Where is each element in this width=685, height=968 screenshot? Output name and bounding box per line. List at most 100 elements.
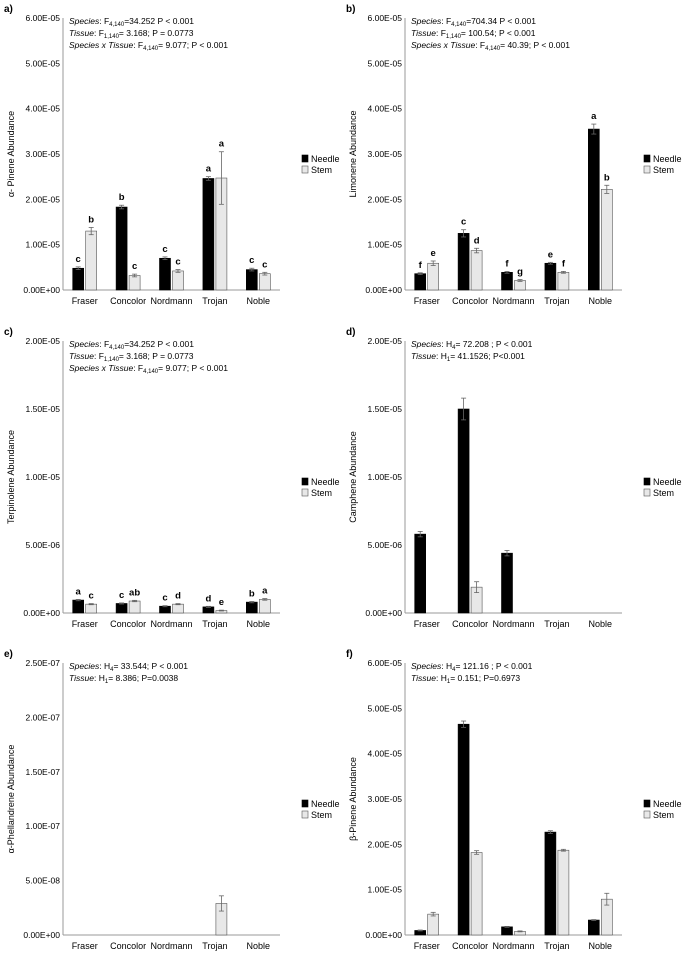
stats-line: Tissue: F1,140= 3.168; P = 0.0773	[69, 351, 194, 363]
stats-subscript: 4,140	[109, 345, 125, 351]
bar-needle	[501, 926, 513, 936]
y-tick-label: 5.00E-05	[368, 703, 403, 713]
stats-value: = 72.208 ; P < 0.001	[455, 339, 532, 349]
significance-letter: e	[431, 248, 436, 259]
stats-value: = 33.544; P < 0.001	[113, 661, 188, 671]
x-tick-label: Concolor	[452, 941, 488, 951]
chart-svg: b) 0.00E+00 1.00E-05 2.00E-05 3.00E-05 4.00E-…	[346, 4, 682, 306]
legend-label-stem: Stem	[653, 488, 674, 498]
x-tick-label: Nordmann	[492, 619, 534, 629]
x-tick-label: Fraser	[72, 296, 98, 306]
y-tick-label: 1.50E-05	[368, 404, 403, 414]
x-tick-label: Noble	[589, 296, 613, 306]
bar-stem	[427, 913, 439, 936]
x-tick-label: Concolor	[110, 941, 146, 951]
significance-letter: c	[461, 217, 466, 228]
stats-text: : H	[436, 673, 447, 683]
y-tick-label: 6.00E-05	[368, 13, 403, 23]
chart-svg: e) 0.00E+00 5.00E-08 1.00E-07 1.50E-07 2.00E-…	[4, 649, 340, 951]
y-tick-label: 2.00E-05	[26, 336, 61, 346]
y-axis-title: β-Pinene Abundance	[348, 757, 358, 841]
legend-label-needle: Needle	[653, 154, 682, 164]
panel-label: a)	[4, 4, 13, 15]
stats-value: = 40.39; P < 0.001	[500, 40, 570, 50]
bar-needle	[588, 919, 600, 936]
y-tick-label: 0.00E+00	[365, 285, 402, 295]
x-tick-label: Noble	[589, 941, 613, 951]
chart-svg: f) 0.00E+00 1.00E-05 2.00E-05 3.00E-05 4.00E-…	[346, 649, 682, 951]
y-tick-label: 1.00E-05	[368, 240, 403, 250]
panel-label: d)	[346, 327, 355, 338]
x-tick-label: Fraser	[414, 619, 440, 629]
stats-text: : F	[441, 16, 451, 26]
bar-needle	[115, 206, 128, 291]
y-tick-label: 1.00E-05	[26, 240, 61, 250]
significance-letter: c	[89, 591, 94, 602]
x-tick-label: Trojan	[202, 941, 227, 951]
bar-stem	[128, 275, 141, 291]
y-tick-label: 2.00E-05	[368, 336, 403, 346]
panel-label: e)	[4, 649, 13, 660]
stats-subscript: 1	[447, 357, 451, 363]
chart-svg: c) 0.00E+00 5.00E-06 1.00E-05 1.50E-05 2.00E-…	[4, 327, 340, 629]
bar-needle	[544, 262, 557, 291]
stats-value: = 3.168; P = 0.0773	[119, 351, 194, 361]
x-tick-label: Concolor	[452, 296, 488, 306]
legend-swatch-stem	[643, 810, 651, 819]
y-tick-label: 0.00E+00	[365, 930, 402, 940]
x-tick-label: Noble	[247, 296, 271, 306]
stats-line: Species: H4= 121.16 ; P < 0.001	[411, 661, 533, 673]
stats-term: Species	[411, 16, 442, 26]
stats-value: =704.34 P < 0.001	[466, 16, 536, 26]
stats-term: Tissue	[69, 28, 94, 38]
bar-needle	[501, 552, 513, 614]
bar-stem	[172, 270, 184, 291]
significance-letter: f	[505, 258, 509, 269]
stats-value: = 8.386; P=0.0038	[108, 673, 178, 683]
panel-d-camphene: d) 0.00E+00 5.00E-06 1.00E-05 1.50E-05 2.00E-…	[342, 323, 684, 643]
legend-label-needle: Needle	[311, 477, 340, 487]
bar-stem	[172, 603, 184, 614]
stats-term: Species	[69, 339, 100, 349]
legend-swatch-needle	[643, 799, 651, 808]
bar-needle	[588, 128, 600, 291]
y-tick-label: 2.00E-07	[26, 712, 61, 722]
significance-letter: b	[604, 172, 610, 183]
stats-line: Species: F4,140=34.252 P < 0.001	[69, 339, 194, 351]
stats-line: Tissue: H1= 41.1526; P<0.001	[411, 351, 525, 363]
y-tick-label: 4.00E-05	[368, 104, 403, 114]
legend-swatch-stem	[301, 165, 309, 174]
panel-b-limonene: b) 0.00E+00 1.00E-05 2.00E-05 3.00E-05 4.00E-…	[342, 0, 684, 320]
y-tick-label: 3.00E-05	[368, 149, 403, 159]
chart-svg: a) 0.00E+00 1.00E-05 2.00E-05 3.00E-05 4.00E-…	[4, 4, 340, 306]
stats-text: : H	[436, 351, 447, 361]
bar-needle	[72, 267, 84, 291]
stats-subscript: 1,140	[104, 357, 120, 363]
y-tick-label: 1.50E-05	[26, 404, 61, 414]
significance-letter: a	[591, 111, 597, 122]
x-tick-label: Fraser	[72, 941, 98, 951]
legend-label-stem: Stem	[653, 165, 674, 175]
significance-letter: c	[262, 259, 267, 270]
stats-text: : H	[94, 673, 105, 683]
legend-swatch-needle	[643, 154, 651, 163]
y-axis-title: α- Pinene Abundance	[6, 111, 16, 197]
x-tick-label: Nordmann	[150, 941, 192, 951]
bar-stem	[470, 250, 483, 291]
stats-term: Species	[411, 339, 442, 349]
x-tick-label: Nordmann	[150, 619, 192, 629]
legend-swatch-stem	[643, 165, 651, 174]
stats-value: = 100.54; P < 0.001	[461, 28, 536, 38]
stats-text: : F	[133, 40, 143, 50]
stats-line: Species: H4= 33.544; P < 0.001	[69, 661, 188, 673]
stats-line: Species: F4,140=704.34 P < 0.001	[411, 16, 536, 28]
significance-letter: a	[206, 164, 212, 175]
significance-letter: d	[175, 591, 181, 602]
y-tick-label: 2.50E-07	[26, 658, 61, 668]
stats-subscript: 1	[447, 679, 451, 685]
bar-needle	[115, 603, 128, 614]
y-tick-label: 1.00E-07	[26, 821, 61, 831]
stats-text: : H	[99, 661, 110, 671]
x-tick-label: Concolor	[110, 296, 146, 306]
legend-swatch-needle	[301, 799, 309, 808]
